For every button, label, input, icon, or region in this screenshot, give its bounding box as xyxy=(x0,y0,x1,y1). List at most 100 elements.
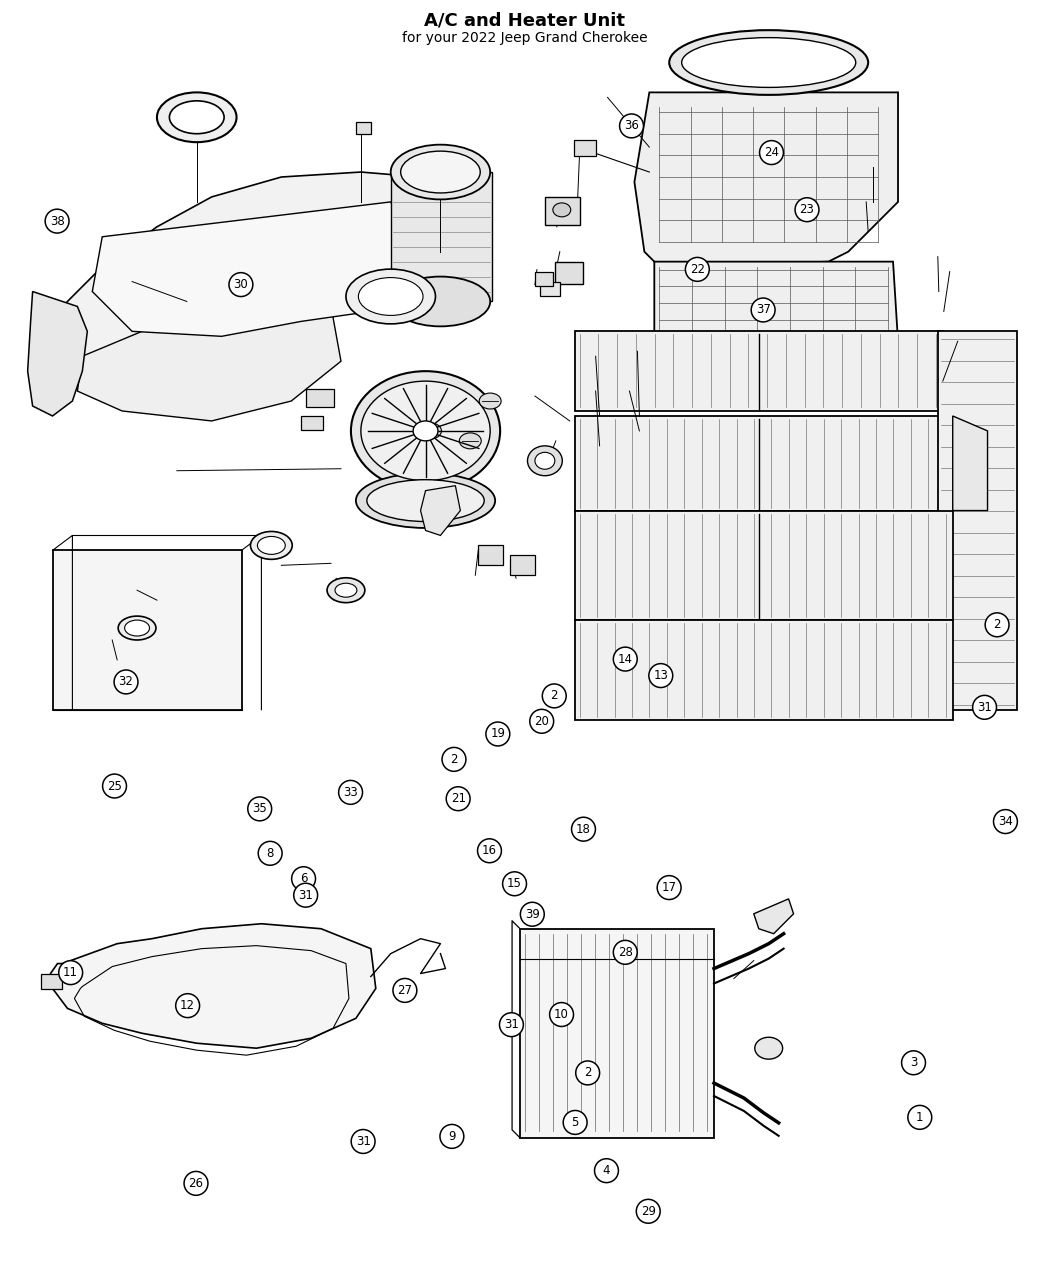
Text: 21: 21 xyxy=(450,792,465,806)
Circle shape xyxy=(59,960,83,984)
Circle shape xyxy=(440,1125,464,1149)
Circle shape xyxy=(542,683,566,708)
Text: 39: 39 xyxy=(525,908,540,921)
Ellipse shape xyxy=(356,473,496,528)
Ellipse shape xyxy=(681,38,856,88)
Ellipse shape xyxy=(327,578,364,603)
Circle shape xyxy=(985,613,1009,636)
Circle shape xyxy=(446,787,470,811)
Ellipse shape xyxy=(351,371,500,491)
Ellipse shape xyxy=(553,203,571,217)
Circle shape xyxy=(649,663,673,687)
Ellipse shape xyxy=(391,277,490,326)
Bar xyxy=(307,389,334,407)
Circle shape xyxy=(175,993,200,1017)
Polygon shape xyxy=(654,261,898,347)
Text: 31: 31 xyxy=(298,889,313,901)
Ellipse shape xyxy=(361,381,490,481)
Text: 30: 30 xyxy=(233,278,248,291)
Text: 29: 29 xyxy=(640,1205,656,1218)
Text: 35: 35 xyxy=(252,802,267,816)
Circle shape xyxy=(993,810,1017,834)
Circle shape xyxy=(571,817,595,842)
Text: 24: 24 xyxy=(764,147,779,159)
Circle shape xyxy=(351,1130,375,1154)
Text: 16: 16 xyxy=(482,844,497,857)
Text: 31: 31 xyxy=(356,1135,371,1148)
Bar xyxy=(573,140,595,156)
Text: 2: 2 xyxy=(450,752,458,766)
Ellipse shape xyxy=(366,479,484,521)
Ellipse shape xyxy=(527,446,563,476)
Ellipse shape xyxy=(156,92,236,143)
Text: 11: 11 xyxy=(63,966,78,979)
Text: 2: 2 xyxy=(993,618,1001,631)
Circle shape xyxy=(759,140,783,164)
Text: A/C and Heater Unit: A/C and Heater Unit xyxy=(424,11,626,29)
Polygon shape xyxy=(421,486,460,536)
Circle shape xyxy=(500,1012,523,1037)
Circle shape xyxy=(620,113,644,138)
Text: 27: 27 xyxy=(397,984,413,997)
Text: 19: 19 xyxy=(490,728,505,741)
Polygon shape xyxy=(50,924,376,1048)
Ellipse shape xyxy=(413,421,438,441)
Circle shape xyxy=(636,1200,660,1223)
Text: 23: 23 xyxy=(799,203,815,217)
Bar xyxy=(545,196,580,224)
Polygon shape xyxy=(952,416,988,510)
Circle shape xyxy=(45,209,69,233)
Ellipse shape xyxy=(755,1038,782,1060)
Bar xyxy=(510,556,534,575)
Polygon shape xyxy=(754,899,794,933)
Circle shape xyxy=(613,941,637,964)
Bar xyxy=(938,332,1017,710)
Circle shape xyxy=(248,797,272,821)
Polygon shape xyxy=(78,297,341,421)
Circle shape xyxy=(908,1105,931,1130)
Polygon shape xyxy=(38,172,456,381)
Circle shape xyxy=(442,747,466,771)
Ellipse shape xyxy=(534,453,554,469)
Circle shape xyxy=(902,1051,925,1075)
Bar xyxy=(301,416,323,430)
Bar xyxy=(574,620,952,719)
Text: 31: 31 xyxy=(504,1019,519,1031)
Bar xyxy=(540,282,560,297)
Text: 33: 33 xyxy=(343,785,358,799)
Text: 4: 4 xyxy=(603,1164,610,1177)
Bar xyxy=(52,551,242,710)
Text: 17: 17 xyxy=(662,881,676,894)
Circle shape xyxy=(292,867,315,891)
Circle shape xyxy=(549,1002,573,1026)
Circle shape xyxy=(503,872,526,896)
Text: 20: 20 xyxy=(534,715,549,728)
Circle shape xyxy=(521,903,544,926)
Circle shape xyxy=(751,298,775,321)
Bar xyxy=(554,261,583,283)
Polygon shape xyxy=(92,201,416,337)
Ellipse shape xyxy=(119,616,156,640)
Text: 22: 22 xyxy=(690,263,705,275)
Text: 14: 14 xyxy=(617,653,633,666)
Text: 26: 26 xyxy=(189,1177,204,1190)
Circle shape xyxy=(613,648,637,671)
Ellipse shape xyxy=(401,152,480,193)
Text: 25: 25 xyxy=(107,779,122,793)
Circle shape xyxy=(575,1061,600,1085)
Text: 32: 32 xyxy=(119,676,133,688)
Circle shape xyxy=(594,1159,618,1183)
Text: 9: 9 xyxy=(448,1130,456,1142)
Ellipse shape xyxy=(169,101,224,134)
Circle shape xyxy=(114,669,138,694)
Text: 15: 15 xyxy=(507,877,522,890)
Text: 13: 13 xyxy=(653,669,668,682)
Ellipse shape xyxy=(391,144,490,199)
Circle shape xyxy=(486,722,510,746)
Polygon shape xyxy=(634,92,898,266)
Text: 12: 12 xyxy=(181,1000,195,1012)
Ellipse shape xyxy=(251,532,292,560)
Ellipse shape xyxy=(125,620,149,636)
Text: 31: 31 xyxy=(978,701,992,714)
Bar xyxy=(520,928,714,1137)
